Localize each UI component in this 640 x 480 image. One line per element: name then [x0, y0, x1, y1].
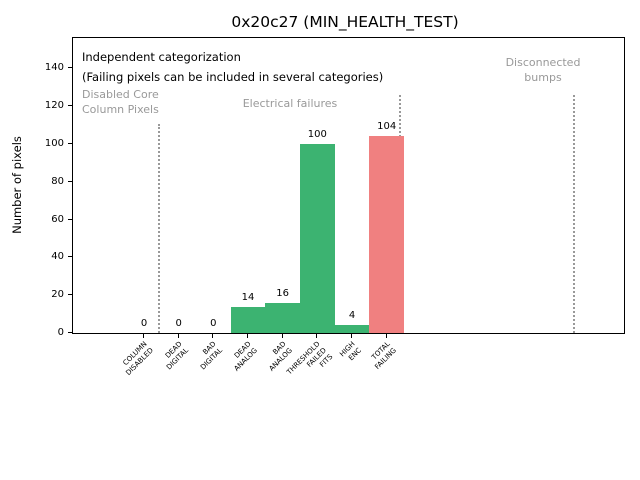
- y-tick-label: 100: [44, 138, 64, 149]
- y-tick-label: 120: [44, 100, 64, 112]
- bar-value-label: 14: [241, 291, 255, 303]
- annotation-independent-categorization: Independent categorization: [82, 50, 241, 64]
- plot-area: 0 0 0 14 16 100 4 104: [72, 37, 625, 334]
- y-tick-mark: [68, 332, 72, 333]
- y-tick-label: 0: [57, 327, 64, 338]
- bar-value-label: 104: [377, 121, 397, 133]
- y-tick-label: 140: [44, 62, 64, 74]
- x-tick-mark: [316, 334, 318, 338]
- bar: [265, 302, 301, 333]
- x-tick-mark: [281, 334, 283, 338]
- y-tick-mark: [68, 218, 72, 220]
- bar: [300, 144, 335, 333]
- y-tick-mark: [68, 143, 72, 144]
- section-label-disabled-core-column-pixels: Disabled Core Column Pixels: [82, 88, 159, 117]
- section-label-electrical-failures: Electrical failures: [242, 97, 338, 110]
- bar-value-label: 0: [210, 318, 217, 329]
- y-tick-mark: [68, 105, 72, 107]
- bar-value-label: 0: [175, 318, 182, 329]
- y-axis-label: Number of pixels: [10, 136, 24, 234]
- y-tick-mark: [68, 67, 72, 69]
- x-tick-mark: [177, 334, 179, 338]
- y-tick-mark: [68, 180, 72, 182]
- bar: [369, 136, 405, 333]
- annotation-failing-pixels-note: (Failing pixels can be included in sever…: [82, 70, 384, 84]
- section-separator-line: [572, 95, 575, 333]
- bar-value-label: 100: [307, 129, 327, 140]
- y-tick-label: 20: [51, 289, 64, 301]
- bar: [334, 325, 370, 333]
- bar: [230, 306, 266, 333]
- y-tick-label: 60: [51, 213, 64, 225]
- section-separator-line: [157, 124, 160, 333]
- bar-value-label: 4: [348, 310, 356, 322]
- x-tick-mark: [385, 334, 387, 338]
- y-tick-label: 80: [51, 175, 64, 187]
- y-tick-mark: [68, 294, 72, 296]
- bar-value-label: 16: [276, 287, 290, 299]
- section-label-disconnected-bumps: Disconnected bumps: [505, 56, 581, 85]
- x-tick-mark: [247, 334, 248, 338]
- x-tick-mark: [212, 334, 214, 338]
- chart-title: 0x20c27 (MIN_HEALTH_TEST): [231, 13, 459, 31]
- y-tick-mark: [68, 256, 72, 258]
- bar-value-label: 0: [140, 318, 148, 329]
- x-tick-mark: [143, 334, 144, 338]
- x-tick-mark: [351, 334, 353, 338]
- y-tick-label: 40: [51, 251, 64, 263]
